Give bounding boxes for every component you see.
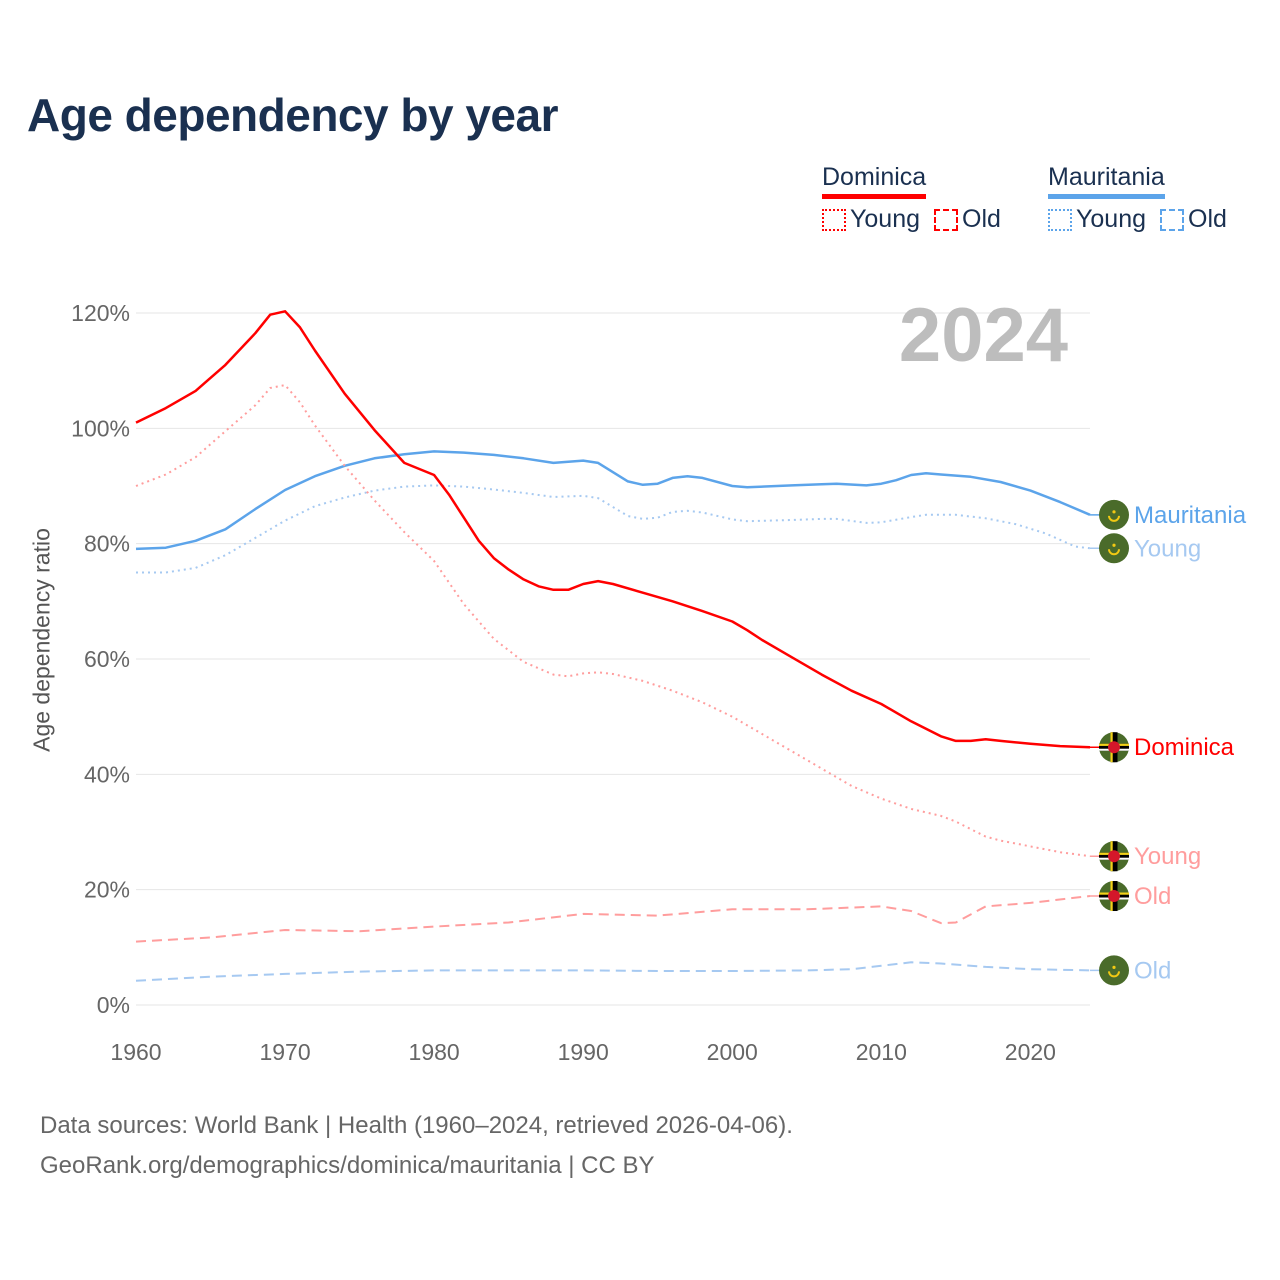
x-tick-label: 1970 <box>259 1039 310 1065</box>
x-tick-label: 2010 <box>856 1039 907 1065</box>
end-label-dominica-old: Old <box>1134 883 1171 910</box>
flag-background <box>1099 499 1129 530</box>
x-tick-label: 1980 <box>409 1039 460 1065</box>
x-tick-label: 2000 <box>707 1039 758 1065</box>
end-label-dominica: Dominica <box>1134 734 1235 761</box>
dominica-flag-icon <box>1099 732 1129 763</box>
legend-country-dominica[interactable]: Dominica <box>822 160 927 199</box>
legend-label: Young <box>850 205 920 233</box>
y-tick-label: 120% <box>71 300 130 326</box>
end-label-dominica-young: Young <box>1134 843 1201 870</box>
mauritania-flag-icon <box>1099 499 1129 530</box>
legend-item-dominica-young[interactable]: Young <box>822 205 920 234</box>
end-label-mauritania-old: Old <box>1134 957 1171 984</box>
legend-label: Young <box>1076 205 1146 233</box>
series-line-dominica-old <box>135 895 1091 943</box>
end-label-mauritania: Mauritania <box>1134 502 1247 529</box>
crescent <box>1108 549 1120 556</box>
legend-item-dominica-old[interactable]: Old <box>934 205 1001 234</box>
series-line-mauritania-old <box>135 961 1091 982</box>
chart-title: Age dependency by year <box>27 89 558 141</box>
dashed-swatch-icon <box>1160 208 1184 231</box>
x-tick-label: 2020 <box>1005 1039 1056 1065</box>
source-line-2[interactable]: GeoRank.org/demographics/dominica/maurit… <box>40 1152 655 1179</box>
dotted-swatch-icon <box>1048 208 1072 231</box>
y-axis-label: Age dependency ratio <box>28 528 55 752</box>
legend-label: Old <box>962 205 1001 233</box>
flag-background <box>1099 533 1129 564</box>
series-line-mauritania-young <box>136 484 1091 574</box>
flag-background <box>1099 955 1129 986</box>
series-line-dominica <box>135 310 1091 749</box>
end-label-mauritania-young: Young <box>1134 535 1201 562</box>
x-tick-label: 1990 <box>558 1039 609 1065</box>
legend-item-mauritania-old[interactable]: Old <box>1160 205 1227 234</box>
year-label: 2024 <box>898 293 1068 378</box>
y-tick-label: 100% <box>71 415 130 441</box>
legend-dominica: Dominica Young Old <box>822 160 1001 234</box>
legend-label: Old <box>1188 205 1227 233</box>
red-disc <box>1108 850 1120 863</box>
star <box>1112 965 1116 970</box>
dotted-swatch-icon <box>822 208 846 231</box>
y-tick-label: 0% <box>97 992 130 1018</box>
legend-country-mauritania[interactable]: Mauritania <box>1048 160 1165 199</box>
y-tick-label: 20% <box>84 877 130 903</box>
series-line-dominica-young <box>135 384 1091 858</box>
red-disc <box>1108 741 1120 754</box>
mauritania-flag-icon <box>1099 533 1129 564</box>
dominica-flag-icon <box>1099 881 1129 912</box>
x-tick-label: 1960 <box>110 1039 161 1065</box>
dashed-swatch-icon <box>934 208 958 231</box>
dominica-flag-icon <box>1099 841 1129 872</box>
legend-mauritania: Mauritania Young Old <box>1048 160 1227 234</box>
y-tick-label: 60% <box>84 646 130 672</box>
star <box>1112 510 1116 514</box>
crescent <box>1108 515 1120 522</box>
mauritania-flag-icon <box>1099 955 1129 986</box>
red-disc <box>1108 890 1120 903</box>
star <box>1112 543 1116 547</box>
y-tick-label: 40% <box>84 761 130 787</box>
legend-item-mauritania-young[interactable]: Young <box>1048 205 1146 234</box>
series-line-mauritania <box>135 450 1091 551</box>
crescent <box>1108 971 1120 978</box>
source-note: Data sources: World Bank | Health (1960–… <box>40 1106 793 1186</box>
source-line-1: Data sources: World Bank | Health (1960–… <box>40 1112 793 1139</box>
y-tick-label: 80% <box>84 531 130 557</box>
